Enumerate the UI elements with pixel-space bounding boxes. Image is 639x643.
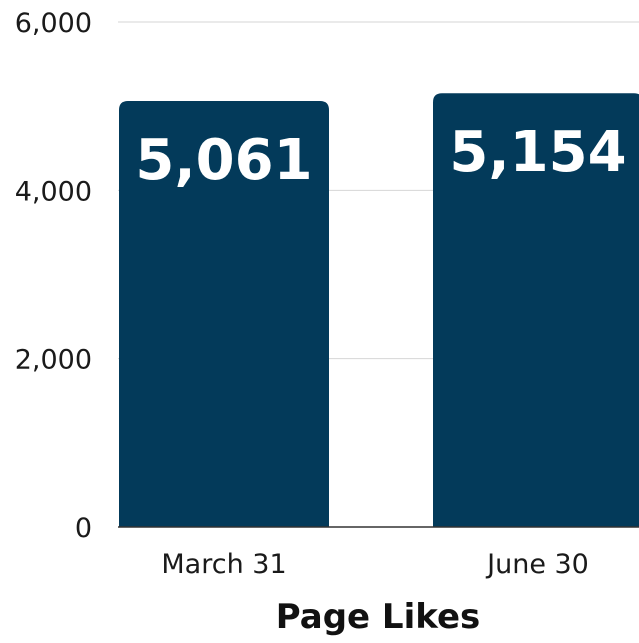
x-axis-title: Page Likes [276, 597, 481, 637]
y-tick-label: 0 [75, 513, 92, 544]
y-tick-label: 4,000 [15, 176, 92, 207]
y-axis-ticks: 0 2,000 4,000 6,000 [15, 8, 92, 544]
bars: 5,061 5,154 [119, 93, 639, 527]
data-label: 5,061 [135, 128, 312, 193]
x-axis-ticks: March 31 June 30 [161, 549, 589, 580]
data-label: 5,154 [449, 120, 626, 185]
x-tick-label: June 30 [485, 549, 589, 580]
y-tick-label: 6,000 [15, 8, 92, 39]
bar [433, 93, 639, 527]
bar [119, 101, 329, 527]
y-tick-label: 2,000 [15, 345, 92, 376]
x-tick-label: March 31 [161, 549, 286, 580]
